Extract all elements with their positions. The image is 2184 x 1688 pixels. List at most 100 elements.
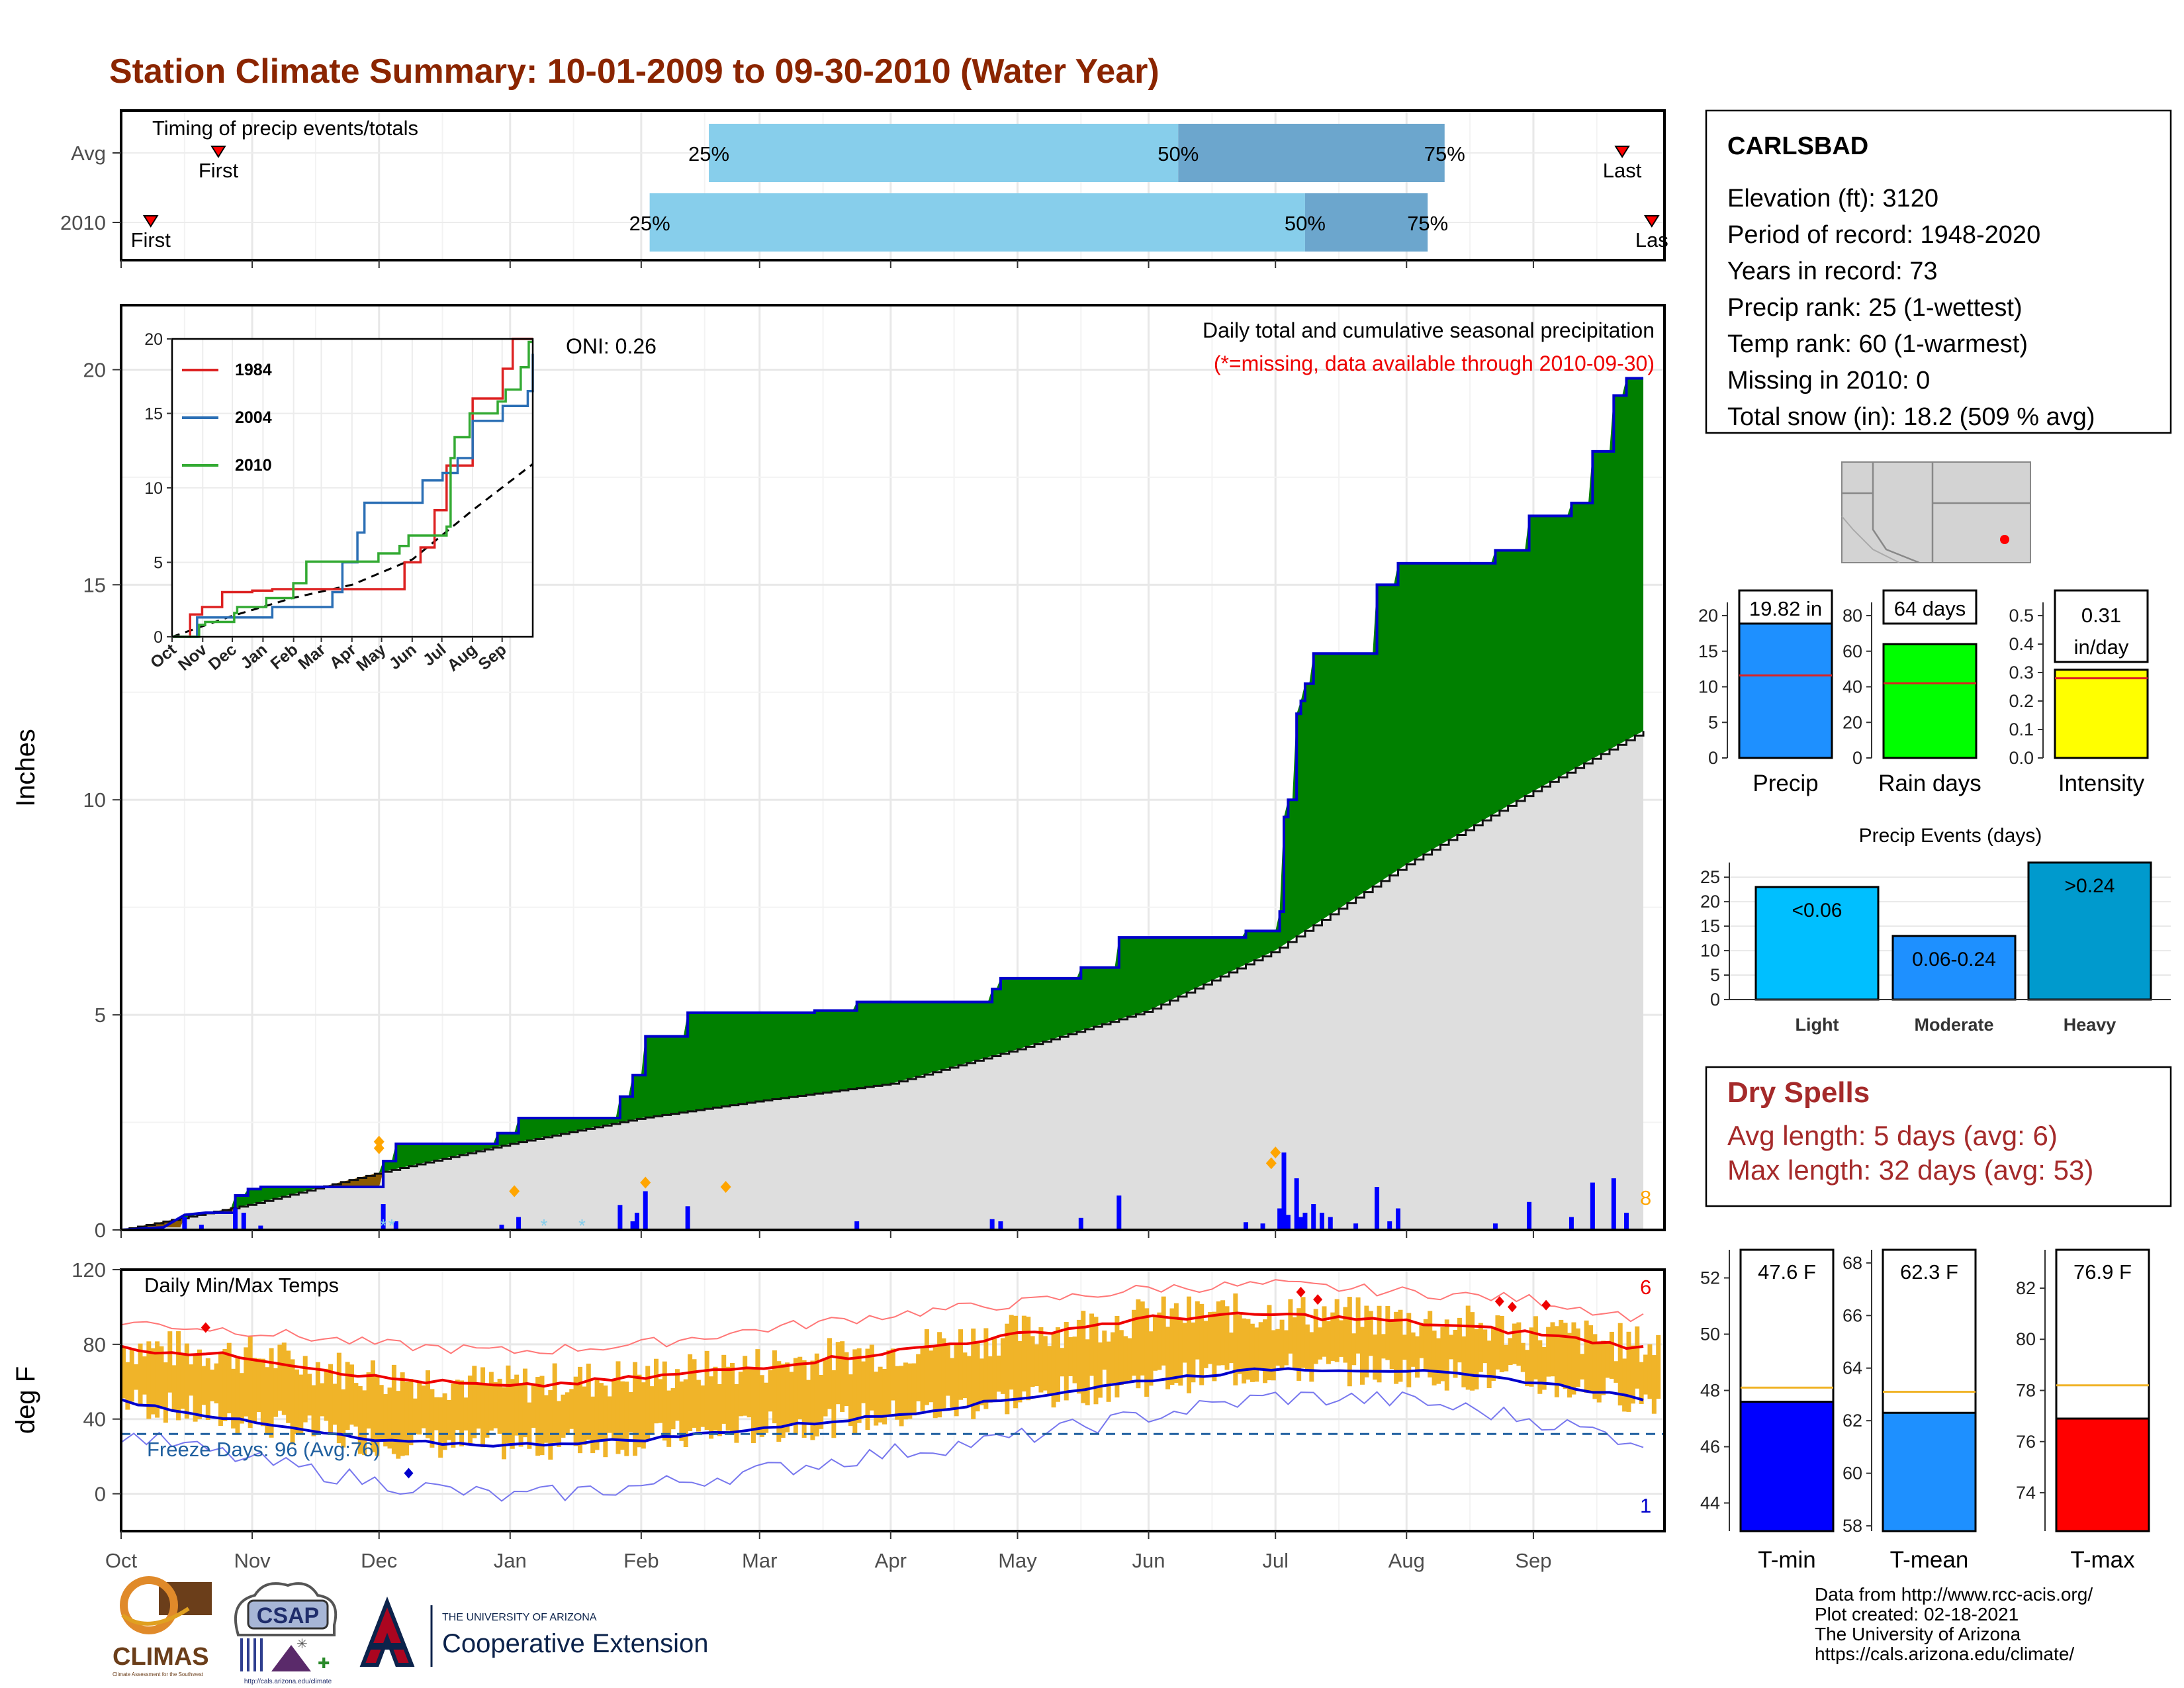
summary-value-box (2054, 589, 2149, 663)
events-bar-moderate (1891, 935, 2017, 1001)
daily-temp-bar (962, 1352, 968, 1399)
month-tick-label: Jan (494, 1549, 527, 1572)
timing-p25-label: 25% (629, 212, 670, 235)
daily-temp-bar (987, 1356, 993, 1403)
record-high-marker (1494, 1295, 1504, 1307)
map-frame (1841, 461, 2031, 563)
daily-temp-bar (869, 1344, 874, 1411)
daily-temp-bar (1212, 1311, 1217, 1382)
inset-average-line (171, 463, 533, 638)
daily-temp-bar (937, 1332, 942, 1418)
daily-temp-bar (907, 1363, 913, 1419)
map-border-mexico (1841, 516, 1900, 563)
daily-temp-bar (467, 1376, 473, 1444)
ua-small-text: THE UNIVERSITY OF ARIZONA (442, 1612, 597, 1623)
daily-temp-bar (670, 1388, 676, 1430)
freeze-days-label: Freeze Days: 96 (Avg:76) (147, 1438, 381, 1461)
daily-temp-bar (244, 1347, 249, 1417)
daily-temp-bar (226, 1342, 232, 1414)
daily-temp-bar (1228, 1333, 1234, 1364)
large-event-marker (720, 1181, 731, 1194)
daily-temp-bar (730, 1363, 735, 1435)
first-event-label: First (199, 159, 239, 182)
daily-temp-bar (743, 1356, 748, 1416)
daily-temp-bar (1588, 1325, 1593, 1393)
daily-temp-bar (366, 1372, 371, 1429)
cumulative-2010-line (120, 377, 1644, 1231)
daily-precip-bar (393, 1221, 398, 1230)
daily-temp-bar (1102, 1331, 1107, 1370)
daily-precip-bar (1375, 1187, 1380, 1230)
credit-line-plot-created: Plot created: 02-18-2021 (1815, 1604, 2019, 1624)
daily-temp-bar (1136, 1299, 1141, 1389)
daily-temp-bar (945, 1344, 950, 1396)
daily-precip-bar (1328, 1217, 1333, 1230)
average-cumulative-line (121, 731, 1645, 1231)
daily-temp-bar (688, 1354, 693, 1432)
daily-temp-bar (218, 1354, 223, 1427)
temp-title: Daily Min/Max Temps (144, 1274, 339, 1297)
daily-temp-bar (1060, 1348, 1065, 1377)
station-detail-line: Precip rank: 25 (1-wettest) (1727, 294, 2023, 322)
daily-temp-bar (751, 1368, 756, 1444)
daily-temp-bar (1157, 1312, 1162, 1370)
daily-temp-bar (734, 1383, 739, 1443)
month-tick-label: Oct (105, 1549, 138, 1572)
daily-temp-bar (1541, 1346, 1547, 1390)
record-high-line (120, 1279, 1644, 1355)
daily-temp-bar (1297, 1308, 1302, 1381)
daily-temp-bar (231, 1368, 236, 1429)
daily-temp-bar (379, 1385, 384, 1442)
daily-temp-bar (992, 1338, 997, 1401)
record-high-count: 6 (1640, 1276, 1651, 1299)
daily-temp-bar (1440, 1327, 1445, 1382)
station-info-box: CARLSBAD Elevation (ft): 3120 Period of r… (1705, 109, 2172, 434)
daily-temp-bar (772, 1350, 777, 1424)
daily-temp-bar (1292, 1317, 1297, 1369)
daily-temp-bar (578, 1366, 583, 1454)
daily-temp-bar (543, 1395, 549, 1443)
daily-temp-bar (320, 1383, 325, 1417)
daily-temp-bar (298, 1374, 304, 1434)
station-frame (1705, 109, 2172, 434)
daily-temp-bar (1115, 1315, 1120, 1398)
temp-summary-y-tick-label: 60 (1843, 1464, 1862, 1483)
missing-count: 8 (1640, 1186, 1651, 1209)
daily-temp-bar (852, 1349, 858, 1434)
daily-temp-bar (222, 1348, 228, 1421)
daily-temp-bar (1486, 1340, 1492, 1389)
daily-temp-bar (561, 1394, 566, 1438)
daily-temp-bar (1220, 1300, 1226, 1366)
timing-bar-50-75 (1304, 193, 1428, 252)
daily-temp-bar (950, 1358, 955, 1408)
timing-p75-label: 75% (1407, 212, 1448, 235)
daily-temp-bar (933, 1345, 938, 1419)
summary-y-tick-label: 0.0 (2009, 748, 2034, 768)
inset-series-line-1984 (172, 338, 533, 638)
daily-temp-bar (1584, 1320, 1589, 1393)
daily-temp-bar (1529, 1327, 1534, 1387)
daily-temp-bar (412, 1398, 418, 1434)
daily-temp-bar (493, 1382, 498, 1429)
daily-temp-bar (1410, 1332, 1416, 1367)
daily-precip-bar (233, 1208, 238, 1230)
inset-legend-label: 2010 (235, 456, 272, 475)
timing-frame (120, 109, 1666, 261)
daily-temp-bar (941, 1338, 946, 1411)
daily-temp-bar (260, 1358, 265, 1427)
daily-precip-bar (1387, 1221, 1392, 1230)
daily-temp-bar (1199, 1303, 1205, 1385)
first-event-marker (210, 146, 226, 158)
temp-summary-y-tick-label: 66 (1843, 1305, 1862, 1325)
daily-temp-bar (704, 1350, 709, 1430)
daily-temp-bar (357, 1385, 363, 1454)
daily-temp-bar (391, 1364, 396, 1454)
summary-y-tick-label: 0 (1852, 748, 1862, 768)
daily-temp-bar (535, 1377, 541, 1456)
climas-logo: CLIMAS Climate Assessment for the Southw… (113, 1576, 212, 1677)
daily-temp-bar (286, 1350, 291, 1423)
summary-y-tick-label: 10 (1698, 677, 1718, 697)
daily-temp-bar (497, 1378, 502, 1434)
locator-map (1841, 461, 2031, 564)
